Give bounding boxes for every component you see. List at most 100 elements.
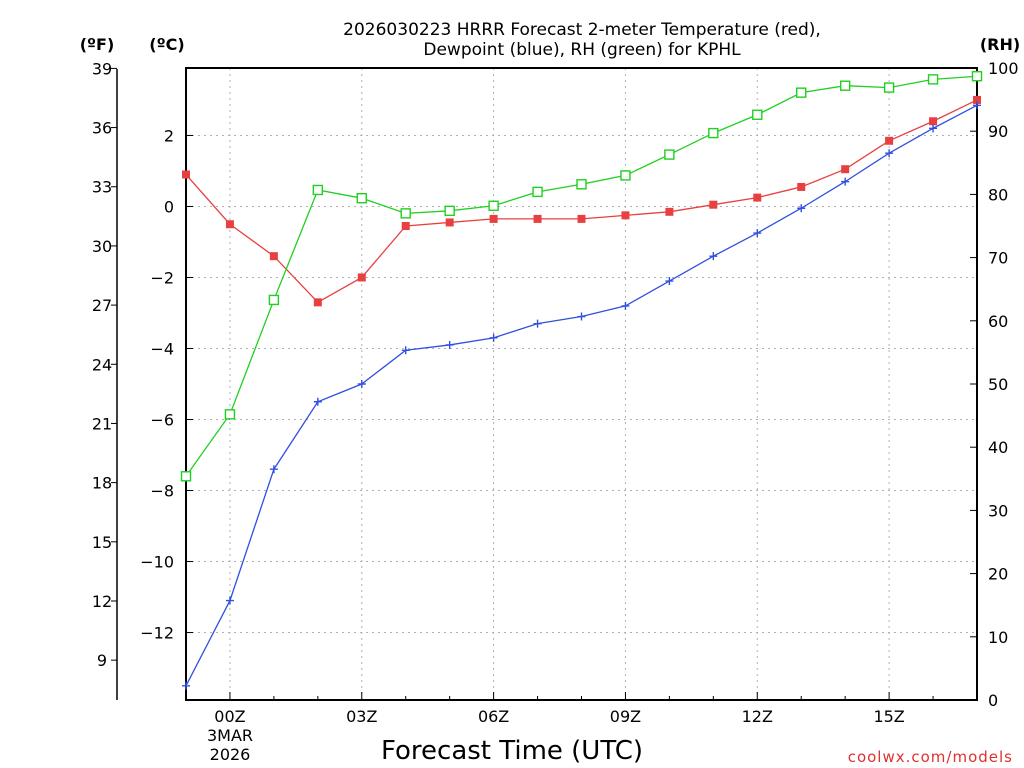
- temperature-line: [185, 99, 978, 304]
- x-axis-label: Forecast Time (UTC): [381, 736, 643, 766]
- fahrenheit-tick-label: 39: [92, 59, 112, 78]
- temperature-point: [489, 214, 498, 223]
- fahrenheit-tick-label: 33: [92, 178, 112, 197]
- celsius-unit-label: (ºC): [149, 35, 184, 54]
- temperature-point: [665, 207, 674, 216]
- dewpoint-point: [489, 333, 498, 342]
- rh-point: [883, 82, 895, 93]
- dewpoint-point: [665, 277, 674, 286]
- time-tick-label: 15Z: [873, 707, 904, 726]
- dewpoint-point: [182, 681, 190, 690]
- time-tick-label: 03Z: [346, 707, 377, 726]
- time-tick-label: 09Z: [610, 707, 641, 726]
- celsius-tick-label: 2: [164, 126, 174, 145]
- rh-tick-label: 90: [988, 122, 1008, 141]
- time-tick-label: 12Z: [742, 707, 773, 726]
- temperature-point: [401, 222, 410, 230]
- celsius-axis: −12 −10 −8 −6 −4 −2 0 2: [140, 126, 193, 643]
- celsius-tick-label: 0: [164, 197, 174, 216]
- fahrenheit-tick-label: 15: [92, 533, 112, 552]
- dewpoint-point: [269, 465, 278, 474]
- fahrenheit-tick-label: 9: [97, 651, 107, 670]
- dewpoint-point: [797, 204, 806, 213]
- dewpoint-point: [709, 252, 718, 261]
- rh-point: [708, 127, 719, 139]
- plot-frame: [185, 67, 978, 701]
- rh-point: [444, 205, 455, 217]
- chart-title-line-2: Dewpoint (blue), RH (green) for KPHL: [423, 40, 741, 60]
- rh-tick-label: 80: [988, 185, 1008, 204]
- rh-point: [839, 80, 851, 91]
- time-axis: 00Z 03Z 06Z 09Z 12Z 15Z: [185, 692, 978, 726]
- temperature-point: [533, 214, 542, 223]
- rh-point: [224, 409, 236, 420]
- time-tick-label: 06Z: [478, 707, 509, 726]
- rh-point: [532, 186, 543, 198]
- temperature-point: [973, 95, 981, 104]
- fahrenheit-tick-label: 18: [92, 474, 112, 493]
- rh-point: [664, 149, 675, 160]
- rh-tick-label: 40: [988, 438, 1008, 457]
- rh-point: [927, 74, 939, 85]
- dewpoint-point: [313, 397, 322, 406]
- dewpoint-point: [357, 380, 366, 388]
- fahrenheit-tick-label: 36: [92, 119, 112, 138]
- rh-point: [356, 192, 367, 204]
- chart-title-line-1: 2026030223 HRRR Forecast 2-meter Tempera…: [343, 20, 821, 40]
- rh-tick-label: 70: [988, 249, 1008, 268]
- fahrenheit-tick-label: 30: [92, 237, 112, 256]
- date-label-year: 2026: [210, 745, 251, 764]
- temperature-point: [709, 200, 718, 209]
- rh-tick-label: 30: [988, 501, 1008, 520]
- rh-tick-label: 60: [988, 312, 1008, 331]
- rh-tick-label: 50: [988, 375, 1008, 394]
- celsius-tick-label: −2: [150, 268, 174, 287]
- temperature-point: [929, 117, 938, 126]
- rh-series: [180, 71, 983, 482]
- fahrenheit-tick-label: 21: [92, 414, 112, 433]
- dewpoint-point: [973, 101, 981, 110]
- celsius-tick-label: −6: [150, 411, 174, 430]
- temperature-point: [841, 165, 850, 174]
- temperature-point: [269, 252, 278, 261]
- rh-point: [620, 170, 631, 181]
- rh-point: [796, 87, 807, 98]
- temperature-point: [753, 193, 762, 202]
- temperature-point: [445, 218, 454, 227]
- celsius-tick-label: −4: [150, 339, 174, 358]
- rh-tick-label: 20: [988, 565, 1008, 584]
- rh-point: [971, 71, 983, 82]
- data-series: [180, 71, 983, 690]
- temperature-point: [797, 182, 806, 191]
- temperature-point: [182, 170, 190, 179]
- fahrenheit-tick-label: 27: [92, 296, 112, 315]
- rh-axis: 0 10 20 30 40 50 60 70 80 90 100: [970, 59, 1019, 710]
- dewpoint-point: [621, 301, 630, 310]
- dewpoint-point: [401, 346, 410, 355]
- rh-tick-label: 10: [988, 628, 1008, 647]
- rh-unit-label: (RH): [980, 35, 1020, 54]
- dewpoint-point: [753, 229, 762, 238]
- rh-point: [312, 184, 324, 196]
- rh-point: [488, 200, 499, 211]
- temperature-point: [885, 136, 894, 145]
- rh-point: [400, 208, 411, 219]
- rh-point: [180, 471, 192, 482]
- rh-line: [185, 75, 978, 477]
- fahrenheit-tick-label: 12: [92, 592, 112, 611]
- temperature-point: [225, 220, 234, 229]
- dewpoint-point: [445, 340, 454, 349]
- temperature-point: [313, 298, 322, 307]
- time-tick-label: 00Z: [214, 707, 245, 726]
- dewpoint-point: [885, 149, 894, 158]
- celsius-tick-label: −10: [140, 553, 174, 572]
- dewpoint-point: [533, 319, 542, 328]
- celsius-tick-label: −8: [150, 482, 174, 501]
- dewpoint-point: [841, 177, 850, 186]
- credit-label: coolwx.com/models: [848, 748, 1013, 766]
- date-label-day: 3MAR: [207, 726, 253, 745]
- temperature-point: [577, 214, 586, 223]
- rh-point: [752, 109, 763, 120]
- rh-point: [268, 294, 280, 306]
